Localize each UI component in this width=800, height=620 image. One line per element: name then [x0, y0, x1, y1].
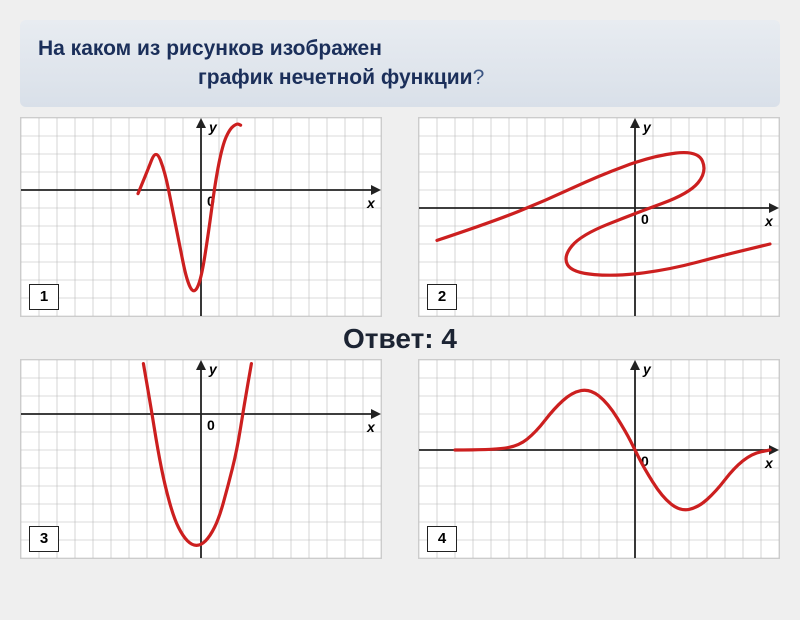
svg-text:0: 0: [641, 211, 649, 227]
question-line2: график нечетной функции?: [38, 63, 762, 92]
plot-number-4: 4: [427, 526, 457, 552]
svg-text:0: 0: [207, 417, 215, 433]
question-header: На каком из рисунков изображен график не…: [20, 20, 780, 107]
svg-text:y: y: [642, 361, 652, 377]
question-line1: На каком из рисунков изображен: [38, 34, 762, 63]
plots-grid: y x 0 1 y x 0 2 Ответ: 4 y x 0 3 y x 0 4: [20, 117, 780, 559]
plot-number-3: 3: [29, 526, 59, 552]
svg-text:x: x: [764, 455, 774, 471]
answer-text: Ответ: 4: [20, 323, 780, 355]
svg-text:x: x: [764, 213, 774, 229]
svg-text:y: y: [642, 119, 652, 135]
svg-text:x: x: [366, 419, 376, 435]
svg-text:y: y: [208, 119, 218, 135]
plot-number-2: 2: [427, 284, 457, 310]
plot-1: yx0 1: [20, 117, 382, 317]
plot-4: yx0 4: [418, 359, 780, 559]
plot-3: y x 0 3: [20, 359, 382, 559]
plot-2: y x 0 2: [418, 117, 780, 317]
svg-text:y: y: [208, 361, 218, 377]
svg-text:x: x: [366, 195, 376, 211]
plot-number-1: 1: [29, 284, 59, 310]
